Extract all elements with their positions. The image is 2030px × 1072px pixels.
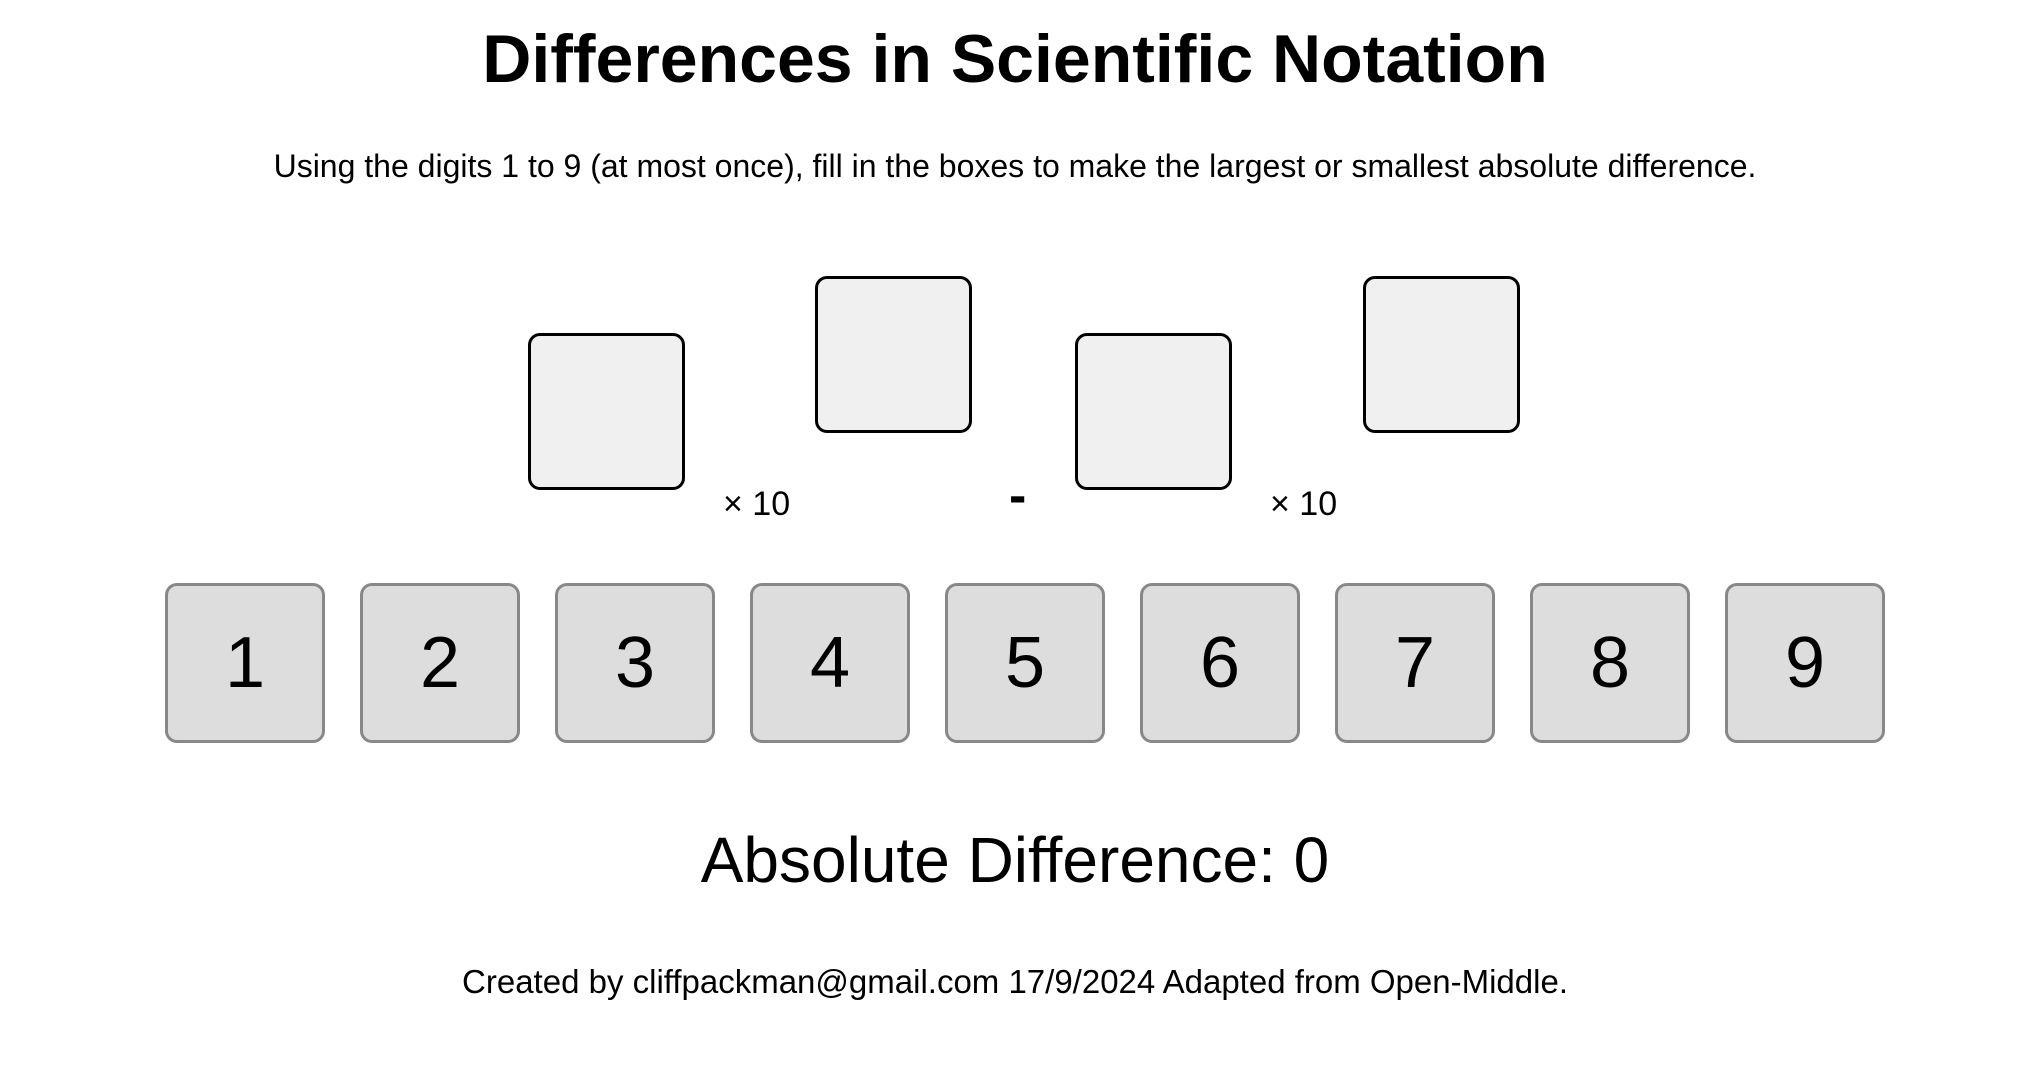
digit-tile-7[interactable]: 7 — [1335, 583, 1495, 743]
term2-exponent-slot[interactable] — [1363, 276, 1520, 433]
page-title: Differences in Scientific Notation — [482, 21, 1548, 97]
digit-tile-2[interactable]: 2 — [360, 583, 520, 743]
digit-tile-4[interactable]: 4 — [750, 583, 910, 743]
minus-operator: - — [1009, 467, 1027, 525]
digit-tile-3[interactable]: 3 — [555, 583, 715, 743]
digit-tile-5[interactable]: 5 — [945, 583, 1105, 743]
digit-tile-1[interactable]: 1 — [165, 583, 325, 743]
absolute-difference-value: 0 — [1293, 824, 1330, 896]
instructions-text: Using the digits 1 to 9 (at most once), … — [273, 148, 1757, 184]
term1-times-ten-label: × 10 — [723, 485, 791, 523]
term1-exponent-slot[interactable] — [815, 276, 972, 433]
term2-times-ten-label: × 10 — [1270, 485, 1338, 523]
absolute-difference-label: Absolute Difference: — [700, 824, 1276, 896]
term2-coefficient-slot[interactable] — [1075, 333, 1232, 490]
term1-coefficient-slot[interactable] — [528, 333, 685, 490]
digit-tile-6[interactable]: 6 — [1140, 583, 1300, 743]
footer-credit: Created by cliffpackman@gmail.com 17/9/2… — [462, 963, 1568, 1000]
digit-tile-8[interactable]: 8 — [1530, 583, 1690, 743]
digit-tile-9[interactable]: 9 — [1725, 583, 1885, 743]
absolute-difference-readout: Absolute Difference: 0 — [0, 820, 2030, 900]
